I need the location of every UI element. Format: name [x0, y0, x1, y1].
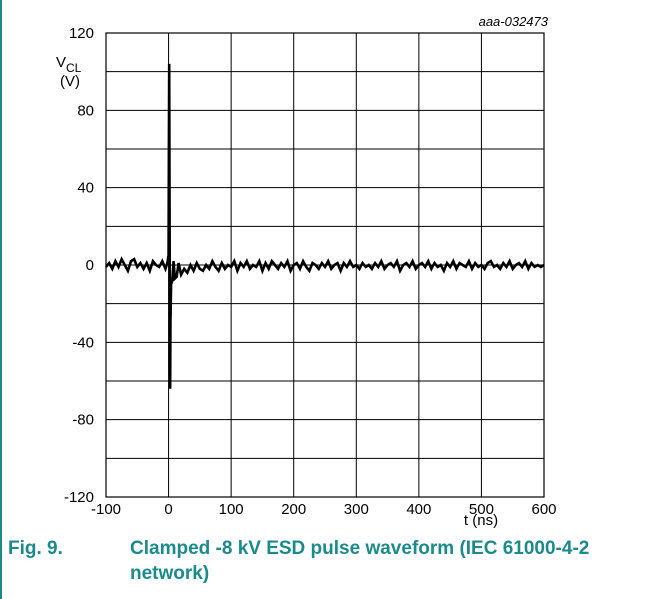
y-tick-label-5: -80 [72, 412, 94, 429]
trace-layer [104, 63, 545, 389]
y-tick-label-3: 0 [86, 257, 94, 274]
figure-title: Clamped -8 kV ESD pulse waveform (IEC 61… [130, 538, 590, 584]
y-tick-label-1: 80 [77, 102, 94, 119]
y-tick-label-4: -40 [72, 334, 94, 351]
y-axis-label: VCL [56, 54, 82, 75]
x-tick-label-5: 400 [406, 501, 431, 518]
x-tick-label-3: 200 [281, 501, 306, 518]
x-tick-label-7: 600 [531, 501, 556, 518]
y-tick-label-2: 40 [77, 180, 94, 197]
x-tick-label-6: 500 [469, 501, 494, 518]
page-left-rule [0, 0, 2, 599]
x-tick-label-4: 300 [344, 501, 369, 518]
x-tick-label-1: 0 [164, 501, 172, 518]
y-axis-label-main: V [56, 54, 66, 71]
y-axis-label-sub: CL [66, 61, 82, 75]
x-tick-label-0: -100 [91, 501, 121, 518]
y-tick-label-6: -120 [64, 489, 94, 506]
x-axis-label: t (ns) [464, 512, 498, 529]
x-tick-label-2: 100 [219, 501, 244, 518]
y-tick-label-0: 120 [69, 25, 94, 42]
document-id: aaa-032473 [479, 14, 549, 29]
y-axis-unit: (V) [60, 73, 80, 90]
figure-number: Fig. 9. [8, 538, 63, 559]
series-line-0 [104, 63, 545, 389]
